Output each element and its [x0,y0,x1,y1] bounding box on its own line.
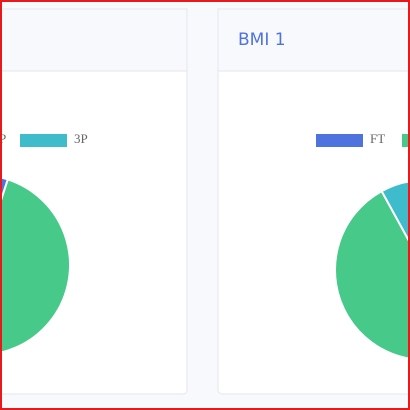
legend-swatch [20,134,67,147]
charts: P 3P FT [0,131,410,360]
legend-swatch [316,134,363,147]
pie-slice [380,180,410,245]
pie-slice [334,189,410,360]
legend-label: P [0,131,6,146]
legend-swatch [402,134,410,147]
legend-label: 3P [74,131,88,146]
card-header [0,8,188,72]
card-header [217,8,410,72]
pie-slice [0,178,71,354]
card-title: BMI 1 [238,30,286,50]
legend-label: FT [370,131,385,146]
